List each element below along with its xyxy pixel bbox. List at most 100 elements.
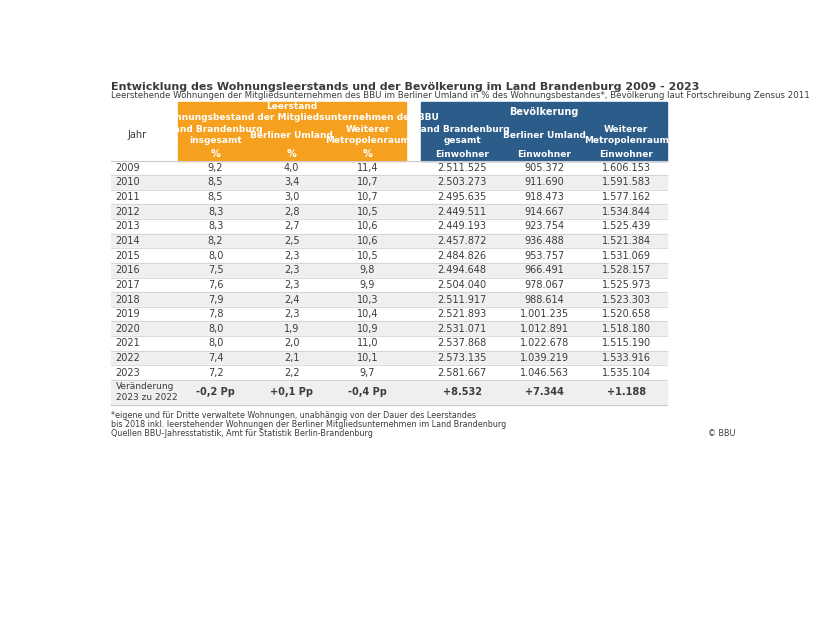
Bar [111,161,667,175]
Text: +7.344: +7.344 [525,387,563,398]
Bar [111,263,667,277]
Bar [178,122,406,149]
Text: 7,8: 7,8 [208,309,223,319]
Text: 2,2: 2,2 [284,368,299,378]
Text: 3,0: 3,0 [284,192,299,202]
Text: 2.449.193: 2.449.193 [438,221,487,231]
Bar [111,380,667,404]
Text: 914.667: 914.667 [525,207,564,217]
Text: 1.591.583: 1.591.583 [602,178,651,188]
Text: 7,5: 7,5 [208,265,224,276]
Text: 1.523.303: 1.523.303 [602,295,651,305]
Text: 1.525.439: 1.525.439 [602,221,651,231]
Text: 2011: 2011 [116,192,140,202]
Text: bis 2018 inkl. leerstehender Wohnungen der Berliner Mitgliedsunternehmen im Land: bis 2018 inkl. leerstehender Wohnungen d… [111,420,506,429]
Text: 1.533.916: 1.533.916 [602,353,651,363]
Text: 936.488: 936.488 [525,236,564,246]
Text: 9,8: 9,8 [360,265,375,276]
Text: Berliner Umland: Berliner Umland [503,131,586,140]
Text: 2020: 2020 [116,324,140,334]
Text: 1.515.190: 1.515.190 [602,338,651,348]
Text: -0,4 Pp: -0,4 Pp [348,387,387,398]
Bar [111,219,667,234]
Text: +8.532: +8.532 [443,387,482,398]
Text: Land Brandenburg
gesamt: Land Brandenburg gesamt [415,125,510,145]
Text: 8,5: 8,5 [208,192,223,202]
Text: 11,0: 11,0 [357,338,378,348]
Text: 2,8: 2,8 [284,207,299,217]
Text: 2,7: 2,7 [284,221,299,231]
Text: Leerstand
im Wohnungsbestand der Mitgliedsunternehmen des BBU: Leerstand im Wohnungsbestand der Mitglie… [145,102,439,122]
Text: 2,5: 2,5 [284,236,299,246]
Text: Einwohner: Einwohner [517,150,571,159]
Text: 1,9: 1,9 [284,324,299,334]
Text: 11,4: 11,4 [357,163,378,173]
Text: 1.022.678: 1.022.678 [520,338,569,348]
Bar [111,234,667,248]
Text: 1.535.104: 1.535.104 [602,368,651,378]
Bar [111,365,667,380]
Text: 1.531.069: 1.531.069 [602,251,651,260]
Text: 2009: 2009 [116,163,140,173]
Text: %: % [363,149,373,159]
Text: 2.457.872: 2.457.872 [437,236,487,246]
Text: 1.039.219: 1.039.219 [520,353,569,363]
Text: 9,7: 9,7 [360,368,375,378]
Text: 1.520.658: 1.520.658 [602,309,651,319]
Bar [421,102,667,122]
Text: Weiterer
Metropolenraum: Weiterer Metropolenraum [584,125,669,145]
Text: 2,3: 2,3 [284,309,299,319]
Text: 2,3: 2,3 [284,265,299,276]
Text: 2.495.635: 2.495.635 [438,192,487,202]
Bar [111,248,667,263]
Bar [178,102,406,122]
Text: 918.473: 918.473 [525,192,564,202]
Text: 988.614: 988.614 [525,295,564,305]
Text: 1.046.563: 1.046.563 [520,368,569,378]
Text: 10,1: 10,1 [357,353,378,363]
Text: Einwohner: Einwohner [435,150,489,159]
Text: Quellen BBU-Jahresstatistik, Amt für Statistik Berlin-Brandenburg: Quellen BBU-Jahresstatistik, Amt für Sta… [111,429,373,438]
Text: 8,0: 8,0 [208,324,223,334]
Text: 10,3: 10,3 [357,295,378,305]
Text: 911.690: 911.690 [525,178,564,188]
Text: %: % [211,149,221,159]
Text: +0,1 Pp: +0,1 Pp [270,387,313,398]
Bar [111,292,667,307]
Text: 10,5: 10,5 [357,251,378,260]
Text: 3,4: 3,4 [284,178,299,188]
Text: 8,3: 8,3 [208,207,223,217]
Text: 2.494.648: 2.494.648 [438,265,487,276]
Text: 953.757: 953.757 [525,251,564,260]
Text: Weiterer
Metropolenraum: Weiterer Metropolenraum [325,125,410,145]
Text: 2.581.667: 2.581.667 [438,368,487,378]
Text: 2.511.525: 2.511.525 [437,163,487,173]
Text: 2.504.040: 2.504.040 [438,280,487,290]
Text: 978.067: 978.067 [525,280,564,290]
Bar [178,149,406,161]
Text: Berliner Umland: Berliner Umland [250,131,333,140]
Bar [111,190,667,204]
Text: 966.491: 966.491 [525,265,564,276]
Text: Veränderung
2023 zu 2022: Veränderung 2023 zu 2022 [116,382,178,403]
Text: Entwicklung des Wohnungsleerstands und der Bevölkerung im Land Brandenburg 2009 : Entwicklung des Wohnungsleerstands und d… [111,82,700,92]
Text: 2015: 2015 [116,251,140,260]
Text: 10,9: 10,9 [357,324,378,334]
Text: 2014: 2014 [116,236,140,246]
Text: 8,0: 8,0 [208,251,223,260]
Text: 2018: 2018 [116,295,140,305]
Text: -0,2 Pp: -0,2 Pp [197,387,235,398]
Text: 7,2: 7,2 [208,368,224,378]
Text: 9,9: 9,9 [360,280,375,290]
Text: 8,2: 8,2 [208,236,223,246]
Bar [111,175,667,190]
Text: 2017: 2017 [116,280,140,290]
Text: 905.372: 905.372 [525,163,564,173]
Text: *eigene und für Dritte verwaltete Wohnungen, unabhängig von der Dauer des Leerst: *eigene und für Dritte verwaltete Wohnun… [111,411,476,420]
Text: 2019: 2019 [116,309,140,319]
Text: 2.449.511: 2.449.511 [438,207,487,217]
Text: Einwohner: Einwohner [600,150,653,159]
Text: 2,4: 2,4 [284,295,299,305]
Bar [111,336,667,351]
Text: 10,4: 10,4 [357,309,378,319]
